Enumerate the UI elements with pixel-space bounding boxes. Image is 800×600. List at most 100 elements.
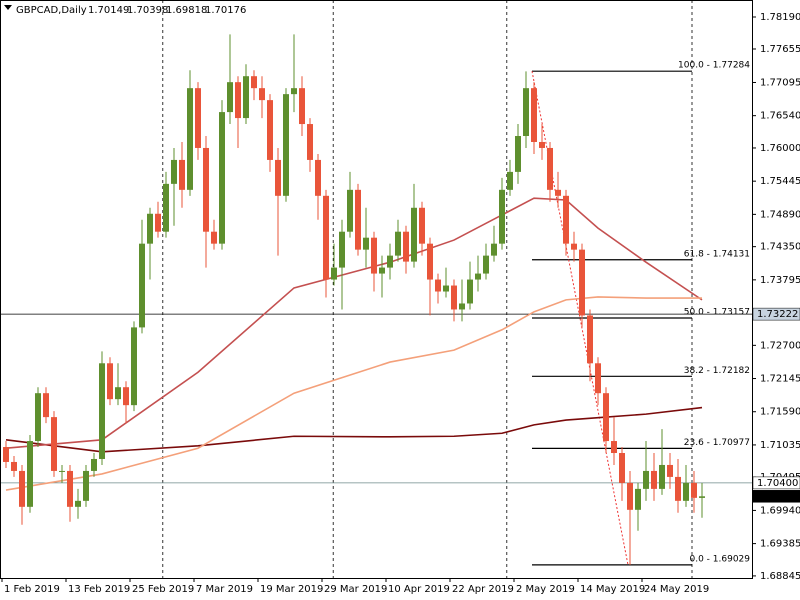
candle-body [291, 88, 297, 95]
y-tick-label: 1.76540 [760, 111, 800, 122]
candle-body [403, 231, 409, 262]
candle-body [675, 476, 681, 501]
plot-border [0, 0, 753, 579]
candle-body [115, 387, 121, 400]
price-tag-label: 1.70400 [757, 478, 798, 489]
y-tick-label: 1.77655 [760, 44, 800, 55]
y-tick-label: 1.75445 [760, 176, 800, 187]
x-tick-label: 14 May 2019 [580, 584, 645, 595]
y-tick-label: 1.69940 [760, 505, 800, 516]
x-tick-label: 22 Apr 2019 [452, 584, 514, 595]
y-tick-label: 1.78190 [760, 12, 800, 23]
candle-body [683, 482, 689, 501]
candle-body [139, 243, 145, 328]
y-tick-label: 1.71590 [760, 407, 800, 418]
candle-body [459, 303, 465, 310]
plot-area: 100.0 - 1.77284 61.8 - 1.74131 50.0 - 1.73… [0, 0, 752, 578]
candle-body [75, 500, 81, 507]
candle-body [603, 393, 609, 442]
candle-body [179, 159, 185, 190]
candle-body [523, 88, 529, 137]
candle-body [67, 470, 73, 507]
candle-body [699, 496, 705, 498]
candle-body [579, 249, 585, 316]
candle-body [339, 231, 345, 268]
candle-body [27, 441, 33, 507]
candle-body [547, 147, 553, 190]
candle-body [147, 213, 153, 244]
price-tag [752, 476, 800, 490]
y-tick-label: 1.72700 [760, 340, 800, 351]
price-tag [752, 490, 800, 503]
x-tick-label: 19 Mar 2019 [260, 584, 323, 595]
y-tick-label: 1.74890 [760, 209, 800, 220]
candle-body [355, 189, 361, 250]
candle-body [251, 76, 257, 89]
chart-title: GBPCAD,Daily [16, 5, 87, 16]
candle-body [515, 136, 521, 172]
candle-body [323, 195, 329, 280]
menu-arrow [4, 5, 12, 10]
candle-body [539, 141, 545, 148]
candle-body [419, 207, 425, 244]
fib-label: 23.6 - 1.70977 [684, 438, 750, 448]
candle-body [531, 88, 537, 142]
x-tick-label: 24 May 2019 [644, 584, 709, 595]
candle-body [643, 470, 649, 489]
candle-body [667, 464, 673, 477]
candle-body [195, 88, 201, 148]
candle-body [427, 243, 433, 280]
y-tick-label: 1.68845 [760, 571, 800, 582]
candle-body [619, 452, 625, 483]
price-tag [752, 307, 800, 321]
candle-body [51, 417, 57, 471]
candle-body [435, 279, 441, 292]
candle-body [107, 363, 113, 400]
candle-body [387, 255, 393, 268]
fib-label: 100.0 - 1.77284 [678, 61, 750, 71]
candle-body [59, 470, 65, 472]
candle-body [211, 231, 217, 244]
ohlc-close: 1.70176 [205, 5, 246, 16]
candle-body [35, 393, 41, 442]
ohlc-low: 1.69818 [166, 5, 207, 16]
y-tick-label: 1.73795 [760, 275, 800, 286]
x-tick-label: 7 Mar 2019 [196, 584, 253, 595]
fib-label: 50.0 - 1.73157 [684, 308, 750, 318]
candle-body [691, 482, 697, 498]
y-tick-label: 1.77095 [760, 77, 800, 88]
candle-body [315, 159, 321, 196]
candle-body [587, 315, 593, 364]
candle-body [595, 363, 601, 394]
x-tick-label: 25 Feb 2019 [132, 584, 194, 595]
moving-average [5, 197, 703, 450]
candle-body [411, 207, 417, 262]
candle-body [235, 82, 241, 119]
x-tick-label: 13 Feb 2019 [68, 584, 130, 595]
candle-body [155, 213, 161, 232]
candle-body [283, 94, 289, 196]
candle-body [379, 267, 385, 274]
candle-body [563, 195, 569, 244]
candle-body [555, 189, 561, 196]
candle-body [83, 470, 89, 501]
y-tick-label: 1.69385 [760, 539, 800, 550]
candle-body [499, 189, 505, 244]
candle-body [91, 458, 97, 471]
candle-body [99, 363, 105, 459]
candle-body [571, 243, 577, 250]
candle-body [243, 76, 249, 119]
candle-body [363, 237, 369, 250]
candle-body [331, 267, 337, 280]
ohlc-open: 1.70149 [88, 5, 129, 16]
candle-body [659, 464, 665, 489]
x-tick-label: 2 May 2019 [516, 584, 575, 595]
candle-body [443, 285, 449, 292]
candle-body [275, 159, 281, 196]
candle-body [651, 470, 657, 489]
candle-body [259, 88, 265, 101]
candle-body [491, 243, 497, 256]
fib-label: 38.2 - 1.72182 [684, 366, 750, 376]
